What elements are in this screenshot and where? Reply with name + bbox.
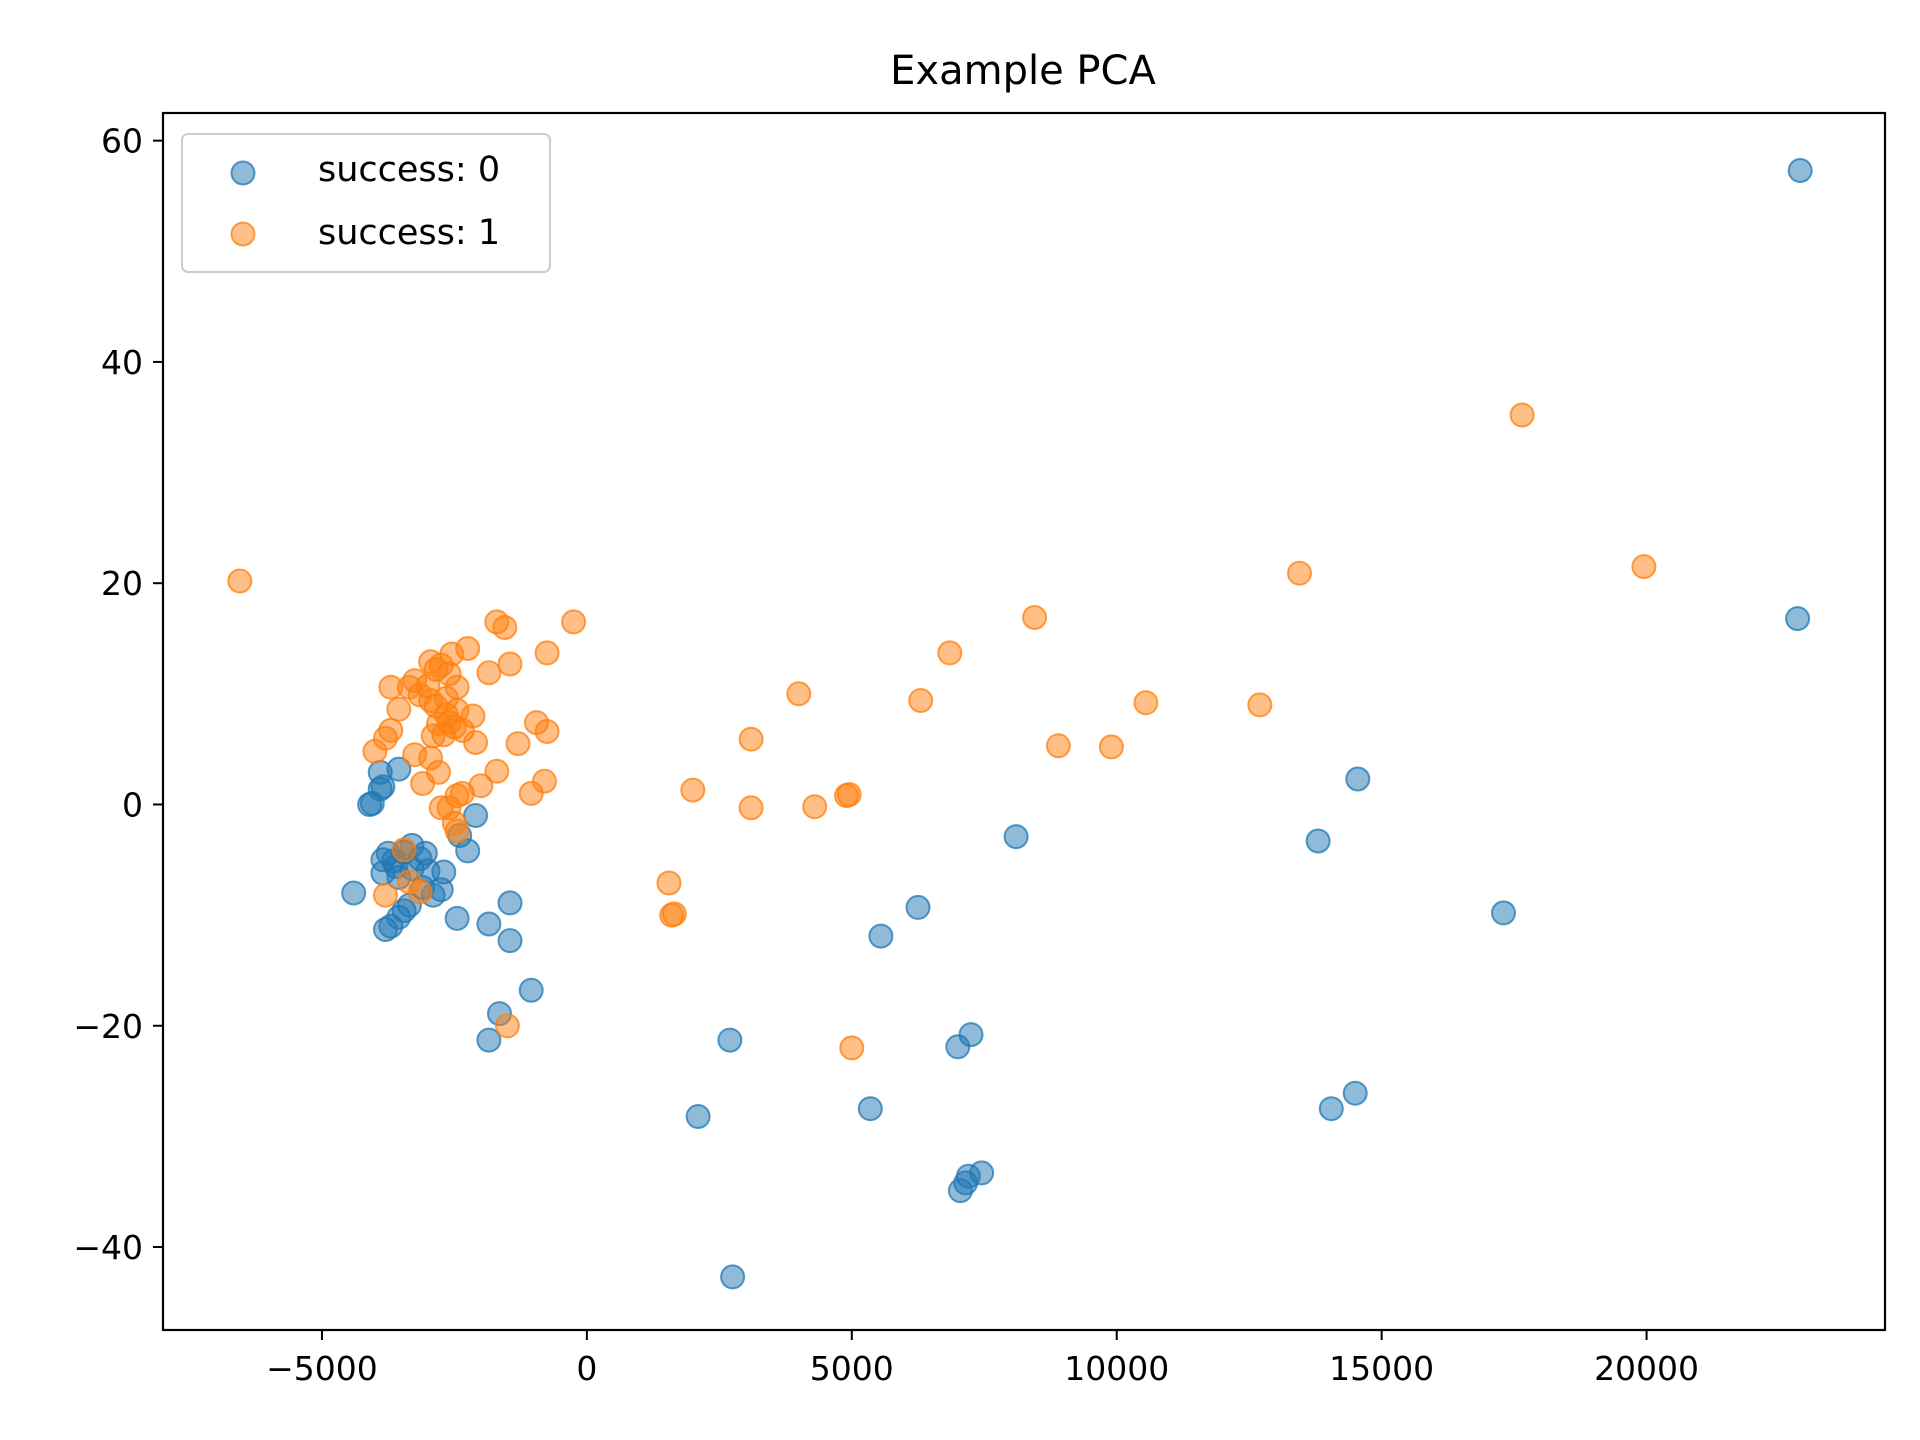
- legend-marker-success-1: [230, 221, 256, 247]
- data-point: [1133, 690, 1159, 716]
- data-point: [1287, 560, 1312, 586]
- data-point: [407, 879, 433, 905]
- data-point: [497, 651, 523, 677]
- data-point: [1045, 733, 1071, 759]
- data-point: [494, 1013, 520, 1039]
- x-tick-label: −5000: [266, 1349, 378, 1388]
- data-point: [1003, 824, 1029, 850]
- data-point: [418, 649, 444, 675]
- data-point: [685, 1104, 711, 1129]
- data-point: [410, 771, 436, 796]
- data-point: [428, 877, 454, 903]
- y-tick-label: −40: [73, 1228, 143, 1267]
- data-point: [905, 894, 931, 920]
- data-point: [505, 731, 531, 757]
- x-tick-label: 5000: [810, 1349, 894, 1388]
- data-point: [836, 782, 862, 807]
- data-point: [786, 681, 812, 707]
- data-point: [1631, 554, 1657, 580]
- data-point: [1787, 158, 1813, 183]
- data-point: [1098, 734, 1124, 760]
- legend-marker-success-0: [230, 160, 256, 186]
- data-point: [1785, 606, 1811, 632]
- data-point: [420, 723, 446, 749]
- data-point: [1318, 1096, 1344, 1122]
- data-point: [738, 795, 764, 821]
- data-point: [680, 777, 706, 803]
- data-point: [937, 640, 963, 666]
- y-tick-label: 40: [101, 343, 143, 382]
- data-point: [802, 794, 828, 820]
- data-point: [947, 1178, 973, 1204]
- data-point: [227, 568, 253, 594]
- data-point: [373, 882, 398, 908]
- data-point: [444, 818, 470, 844]
- x-axis: −5000 0 5000 10000 15000 20000: [266, 1330, 1699, 1388]
- data-point: [386, 696, 412, 722]
- data-point: [518, 977, 544, 1003]
- data-point: [857, 1096, 883, 1122]
- data-points-layer: [227, 158, 1813, 1290]
- data-point: [1247, 692, 1273, 718]
- y-tick-label: −20: [73, 1007, 143, 1046]
- data-point: [386, 756, 412, 782]
- data-point: [656, 870, 682, 896]
- data-point: [1022, 605, 1048, 630]
- x-tick-label: 20000: [1594, 1349, 1699, 1388]
- series-1: [227, 402, 1657, 1061]
- x-tick-label: 15000: [1329, 1349, 1434, 1388]
- data-point: [1491, 900, 1516, 926]
- data-point: [497, 928, 523, 954]
- legend: success: 0 success: 1: [181, 133, 551, 273]
- data-point: [362, 738, 388, 764]
- legend-label-success-1: success: 1: [318, 213, 500, 253]
- data-point: [524, 710, 549, 736]
- data-point: [434, 702, 459, 728]
- x-tick-label: 10000: [1064, 1349, 1169, 1388]
- legend-label-success-0: success: 0: [318, 150, 500, 190]
- y-tick-label: 60: [101, 122, 143, 161]
- data-point: [476, 1027, 502, 1053]
- y-axis: −40 −20 0 20 40 60: [73, 122, 163, 1267]
- x-tick-label: 0: [576, 1349, 597, 1388]
- data-point: [839, 1035, 865, 1061]
- data-point: [391, 837, 417, 863]
- data-point: [341, 880, 367, 906]
- data-point: [378, 674, 404, 700]
- data-point: [484, 609, 510, 635]
- y-tick-label: 0: [122, 785, 143, 824]
- data-point: [738, 726, 764, 752]
- data-point: [534, 640, 560, 666]
- data-point: [659, 902, 685, 928]
- legend-box: [181, 133, 551, 273]
- data-point: [518, 780, 544, 806]
- data-point: [1342, 1080, 1368, 1106]
- data-point: [1345, 766, 1371, 792]
- plot-frame: [161, 111, 1887, 1332]
- data-point: [561, 609, 587, 635]
- data-point: [444, 905, 470, 931]
- chart-title: Example PCA: [890, 48, 1156, 94]
- data-point: [1509, 402, 1535, 428]
- data-point: [463, 803, 489, 828]
- data-point: [868, 923, 894, 949]
- data-point: [908, 688, 934, 713]
- data-point: [945, 1034, 971, 1060]
- data-point: [476, 911, 502, 937]
- data-point: [484, 758, 510, 784]
- data-point: [720, 1264, 746, 1290]
- data-point: [1305, 828, 1331, 854]
- data-point: [497, 890, 523, 916]
- data-point: [455, 838, 481, 864]
- data-point: [373, 917, 398, 942]
- data-point: [717, 1027, 743, 1053]
- y-tick-label: 20: [101, 564, 143, 603]
- data-point: [476, 660, 502, 686]
